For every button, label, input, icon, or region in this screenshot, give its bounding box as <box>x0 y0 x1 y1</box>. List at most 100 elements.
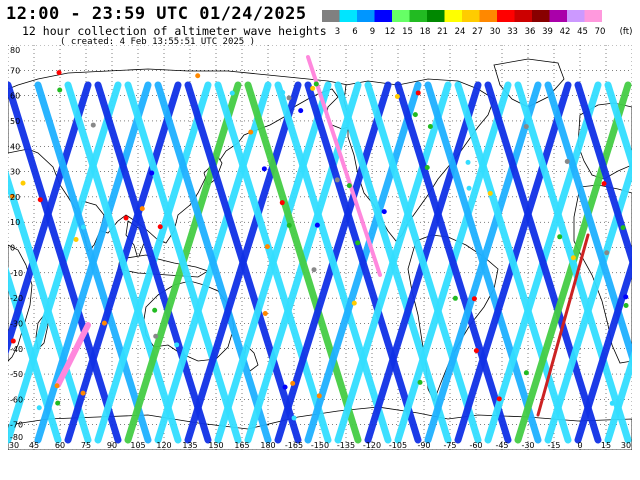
altimeter-tracks <box>8 55 632 444</box>
legend-label: 6 <box>352 27 357 37</box>
wave-height-legend: 3 6 9 12 15 18 21 24 27 30 33 36 39 42 45 70 (ft) <box>322 10 633 37</box>
longitude-label: -165 <box>285 441 303 450</box>
map-subtitle: 12 hour collection of altimeter wave hei… <box>22 24 327 38</box>
measurement-point <box>90 122 96 128</box>
legend-label: 39 <box>542 27 553 37</box>
measurement-point <box>9 193 15 199</box>
latitude-label: -70 <box>10 421 23 430</box>
latitude-label: -60 <box>10 395 23 404</box>
latitude-label: 10 <box>10 218 20 227</box>
legend-unit: (ft) <box>620 27 633 37</box>
measurement-point <box>261 166 267 172</box>
legend-label: 24 <box>455 27 466 37</box>
longitude-label: 180 <box>260 441 275 450</box>
legend-label: 27 <box>472 27 483 37</box>
measurement-point <box>381 209 387 215</box>
longitude-label: 120 <box>156 441 171 450</box>
ascending-track <box>304 81 422 444</box>
legend-swatch <box>339 10 357 22</box>
legend-label: 9 <box>370 27 375 37</box>
latitude-label: 80 <box>10 46 20 55</box>
ascending-track <box>34 81 152 444</box>
measurement-point <box>313 81 319 87</box>
measurement-point <box>279 200 285 206</box>
ascending-track <box>484 81 602 444</box>
extreme-wave-track <box>536 233 590 417</box>
longitude-label: -30 <box>521 441 534 450</box>
legend-swatch <box>444 10 462 22</box>
latitude-label: 0 <box>10 244 15 253</box>
longitude-labels: 30 45 60 75 90 105 120 135 150 165 180 -165 -150 -135… <box>9 441 631 450</box>
measurement-point <box>282 384 288 390</box>
measurement-point <box>80 390 86 396</box>
measurement-point <box>149 170 155 176</box>
latitude-label: 20 <box>10 193 20 202</box>
measurement-point <box>291 415 297 421</box>
measurement-point <box>73 236 79 242</box>
latitude-label: 70 <box>10 66 20 75</box>
legend-swatch <box>479 10 497 22</box>
altimeter-points <box>9 70 629 421</box>
legend-label: 15 <box>402 27 413 37</box>
measurement-point <box>412 112 418 118</box>
legend-swatch <box>532 10 550 22</box>
longitude-label: 30 <box>9 441 19 450</box>
legend-swatch <box>497 10 515 22</box>
longitude-label: -90 <box>417 441 430 450</box>
legend-label: 45 <box>577 27 588 37</box>
latitude-label: -50 <box>10 370 23 379</box>
longitude-label: -120 <box>363 441 381 450</box>
latitude-label: -30 <box>10 319 23 328</box>
legend-swatch <box>357 10 375 22</box>
longitude-label: 15 <box>601 441 611 450</box>
longitude-label: 0 <box>577 441 582 450</box>
measurement-point <box>37 197 43 203</box>
measurement-point <box>452 295 458 301</box>
latitude-label: 30 <box>10 168 20 177</box>
legend-swatch <box>567 10 585 22</box>
wave-height-map: 30 45 60 75 90 105 120 135 150 165 180 -165 -150 -135… <box>8 45 632 450</box>
map-title: 12:00 - 23:59 UTC 01/24/2025 <box>6 4 307 24</box>
measurement-point <box>355 240 361 246</box>
ascending-track <box>394 81 512 444</box>
ascending-track <box>8 169 92 444</box>
measurement-point <box>314 222 320 228</box>
high-wave-track <box>55 322 91 388</box>
longitude-label: -75 <box>443 441 456 450</box>
measurement-point <box>280 95 286 101</box>
longitude-label: -45 <box>495 441 508 450</box>
longitude-label: -150 <box>311 441 329 450</box>
measurement-point <box>80 224 86 230</box>
latitude-label: -10 <box>10 269 23 278</box>
descending-track <box>604 350 632 444</box>
legend-swatch <box>514 10 532 22</box>
measurement-point <box>557 234 563 240</box>
measurement-point <box>623 294 629 300</box>
measurement-point <box>195 73 201 79</box>
ascending-track <box>64 81 182 444</box>
measurement-point <box>280 90 286 96</box>
latitude-label: 50 <box>10 117 20 126</box>
ascending-track <box>94 81 212 444</box>
latitude-label: -40 <box>10 345 23 354</box>
measurement-point <box>623 302 629 308</box>
measurement-point <box>601 181 607 187</box>
ascending-track <box>8 266 62 444</box>
measurement-point <box>334 177 340 183</box>
measurement-point <box>290 380 296 386</box>
measurement-point <box>57 87 63 93</box>
legend-label: 30 <box>490 27 501 37</box>
measurement-point <box>20 180 26 186</box>
measurement-point <box>298 108 304 114</box>
measurement-point <box>564 159 570 165</box>
measurement-point <box>604 250 610 256</box>
ascending-track <box>514 81 632 444</box>
latitude-label: 60 <box>10 92 20 101</box>
measurement-point <box>523 370 529 376</box>
latitude-label: 40 <box>10 142 20 151</box>
ascending-track <box>8 81 122 444</box>
measurement-point <box>570 255 576 261</box>
latitude-label: -20 <box>10 294 23 303</box>
ascending-track <box>334 81 452 444</box>
longitude-label: 60 <box>55 441 65 450</box>
